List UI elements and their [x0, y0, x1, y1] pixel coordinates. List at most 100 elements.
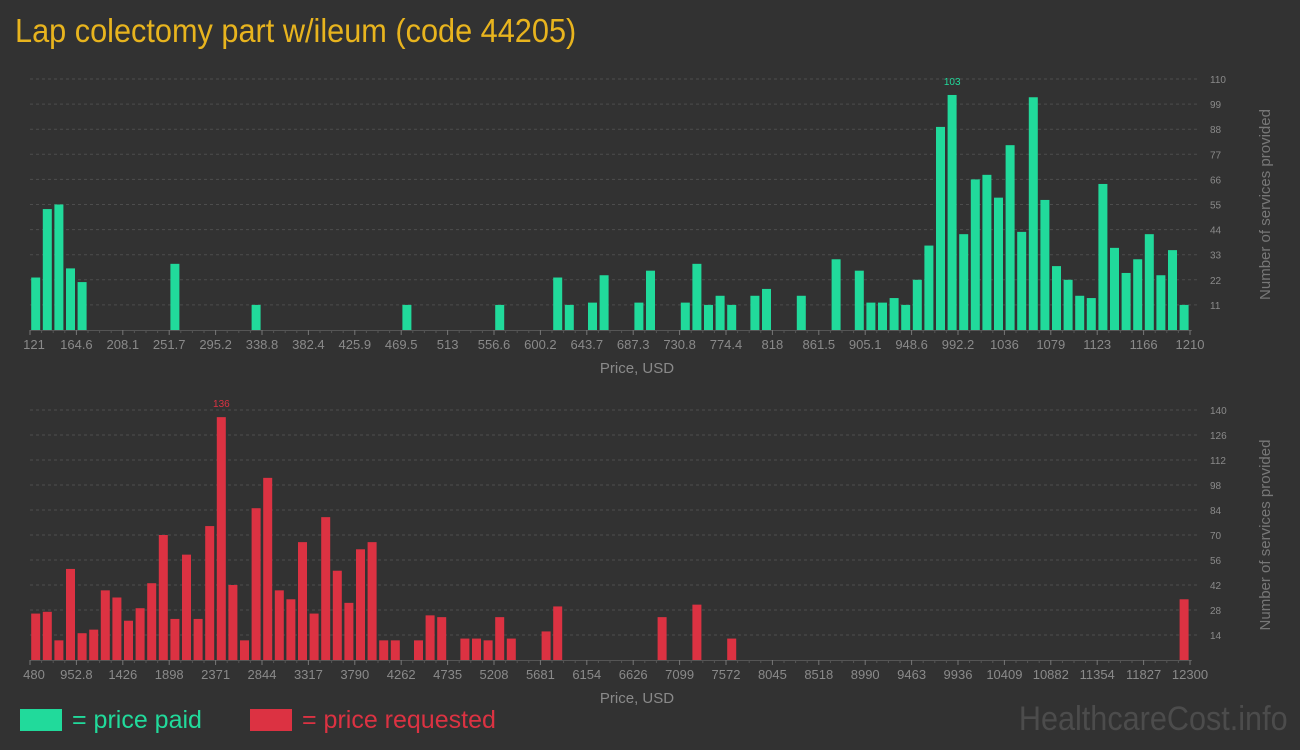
bar	[947, 94, 957, 331]
x-tick-label: 164.6	[60, 337, 93, 352]
bar	[936, 126, 945, 330]
y-tick-label: 98	[1210, 481, 1222, 492]
x-tick-label: 208.1	[107, 337, 140, 352]
bar	[66, 568, 75, 660]
bar	[889, 298, 899, 330]
x-tick-label: 6626	[619, 667, 648, 682]
bar	[460, 638, 470, 660]
x-tick-label: 861.5	[803, 337, 836, 352]
bar	[970, 179, 980, 330]
x-tick-label: 730.8	[663, 337, 696, 352]
bar	[553, 277, 563, 330]
bar	[54, 204, 64, 330]
x-tick-label: 1166	[1130, 337, 1158, 352]
x-tick-label: 9463	[897, 667, 926, 682]
bar	[112, 597, 122, 660]
bar	[1086, 298, 1096, 330]
bar	[1168, 250, 1177, 330]
bar	[158, 535, 168, 660]
bar	[1098, 183, 1108, 330]
bar	[379, 640, 389, 660]
bar	[54, 640, 64, 660]
bar	[228, 585, 238, 660]
watermark: HealthcareCost.info	[1019, 700, 1288, 738]
y-tick-label: 110	[1210, 75, 1226, 86]
x-tick-label: 7099	[665, 667, 694, 682]
bar	[599, 275, 609, 330]
x-tick-label: 1898	[155, 667, 184, 682]
bar	[437, 617, 447, 660]
x-tick-label: 1123	[1083, 337, 1111, 352]
x-tick-label: 952.8	[60, 667, 93, 682]
x-tick-label: 12300	[1172, 667, 1208, 682]
bar	[564, 304, 574, 330]
x-tick-label: 251.7	[153, 337, 186, 352]
bar	[42, 209, 52, 330]
bar	[240, 640, 249, 660]
bar	[1040, 199, 1050, 330]
x-tick-label: 480	[23, 667, 45, 682]
bar	[170, 263, 180, 330]
chart-price-paid: 11 22 33 44 55 66 77 88 99 110 121 164.6 208.1 251.7 2…	[23, 75, 1274, 377]
x-tick-label: 4735	[433, 667, 462, 682]
bar	[1179, 599, 1189, 660]
x-tick-label: 556.6	[478, 337, 511, 352]
x-tick-label: 2844	[248, 667, 277, 682]
y-tick-label: 70	[1210, 531, 1222, 542]
bar	[1052, 266, 1061, 330]
bar	[1063, 279, 1073, 330]
x-tick-label: 1036	[990, 337, 1019, 352]
bar	[77, 633, 87, 660]
bar	[77, 282, 87, 330]
bar	[982, 174, 992, 330]
peak-label: 136	[213, 399, 230, 410]
bar	[646, 270, 655, 330]
x-tick-label: 774.4	[710, 337, 743, 352]
bar	[135, 608, 145, 660]
x-tick-label: 11354	[1080, 667, 1115, 682]
bar	[796, 295, 806, 330]
y-axis-title: Number of services provided	[1257, 109, 1274, 300]
legend-paid: = price paid	[20, 704, 202, 736]
x-tick-label: 1210	[1176, 337, 1205, 352]
bar	[483, 640, 493, 660]
bar	[182, 554, 191, 660]
bar	[495, 617, 505, 660]
bar	[878, 302, 887, 330]
bar	[1005, 145, 1015, 330]
bar	[332, 570, 342, 660]
y-tick-label: 126	[1210, 431, 1227, 442]
x-tick-label: 3790	[340, 667, 369, 682]
bar	[854, 270, 864, 330]
x-tick-label: 948.6	[895, 337, 928, 352]
x-tick-label: 5681	[526, 667, 555, 682]
bar	[66, 268, 75, 330]
x-tick-label: 3317	[294, 667, 323, 682]
x-tick-label: 600.2	[524, 337, 557, 352]
x-tick-label: 2371	[201, 667, 230, 682]
bar	[425, 615, 435, 660]
bar	[147, 583, 157, 660]
bar	[414, 640, 423, 660]
chart-price-requested: 14 28 42 56 70 84 98 112 126 140 480 952.8 1426 1898 2…	[23, 399, 1274, 707]
bar	[994, 197, 1003, 330]
bar	[170, 618, 180, 660]
bar	[1028, 97, 1038, 330]
y-axis-title: Number of services provided	[1257, 440, 1274, 631]
bar	[831, 259, 841, 330]
y-tick-label: 11	[1210, 301, 1221, 312]
bar	[42, 611, 52, 660]
x-tick-label: 8518	[804, 667, 833, 682]
bar	[727, 638, 737, 660]
x-tick-label: 9936	[944, 667, 973, 682]
bar	[31, 277, 41, 330]
bar	[959, 234, 969, 330]
bar	[472, 638, 481, 660]
legend-swatch-paid	[20, 709, 62, 731]
y-tick-label: 28	[1210, 606, 1222, 617]
y-tick-label: 22	[1210, 276, 1222, 287]
x-tick-label: 295.2	[199, 337, 232, 352]
y-tick-label: 33	[1210, 251, 1222, 262]
x-tick-label: 5208	[480, 667, 509, 682]
